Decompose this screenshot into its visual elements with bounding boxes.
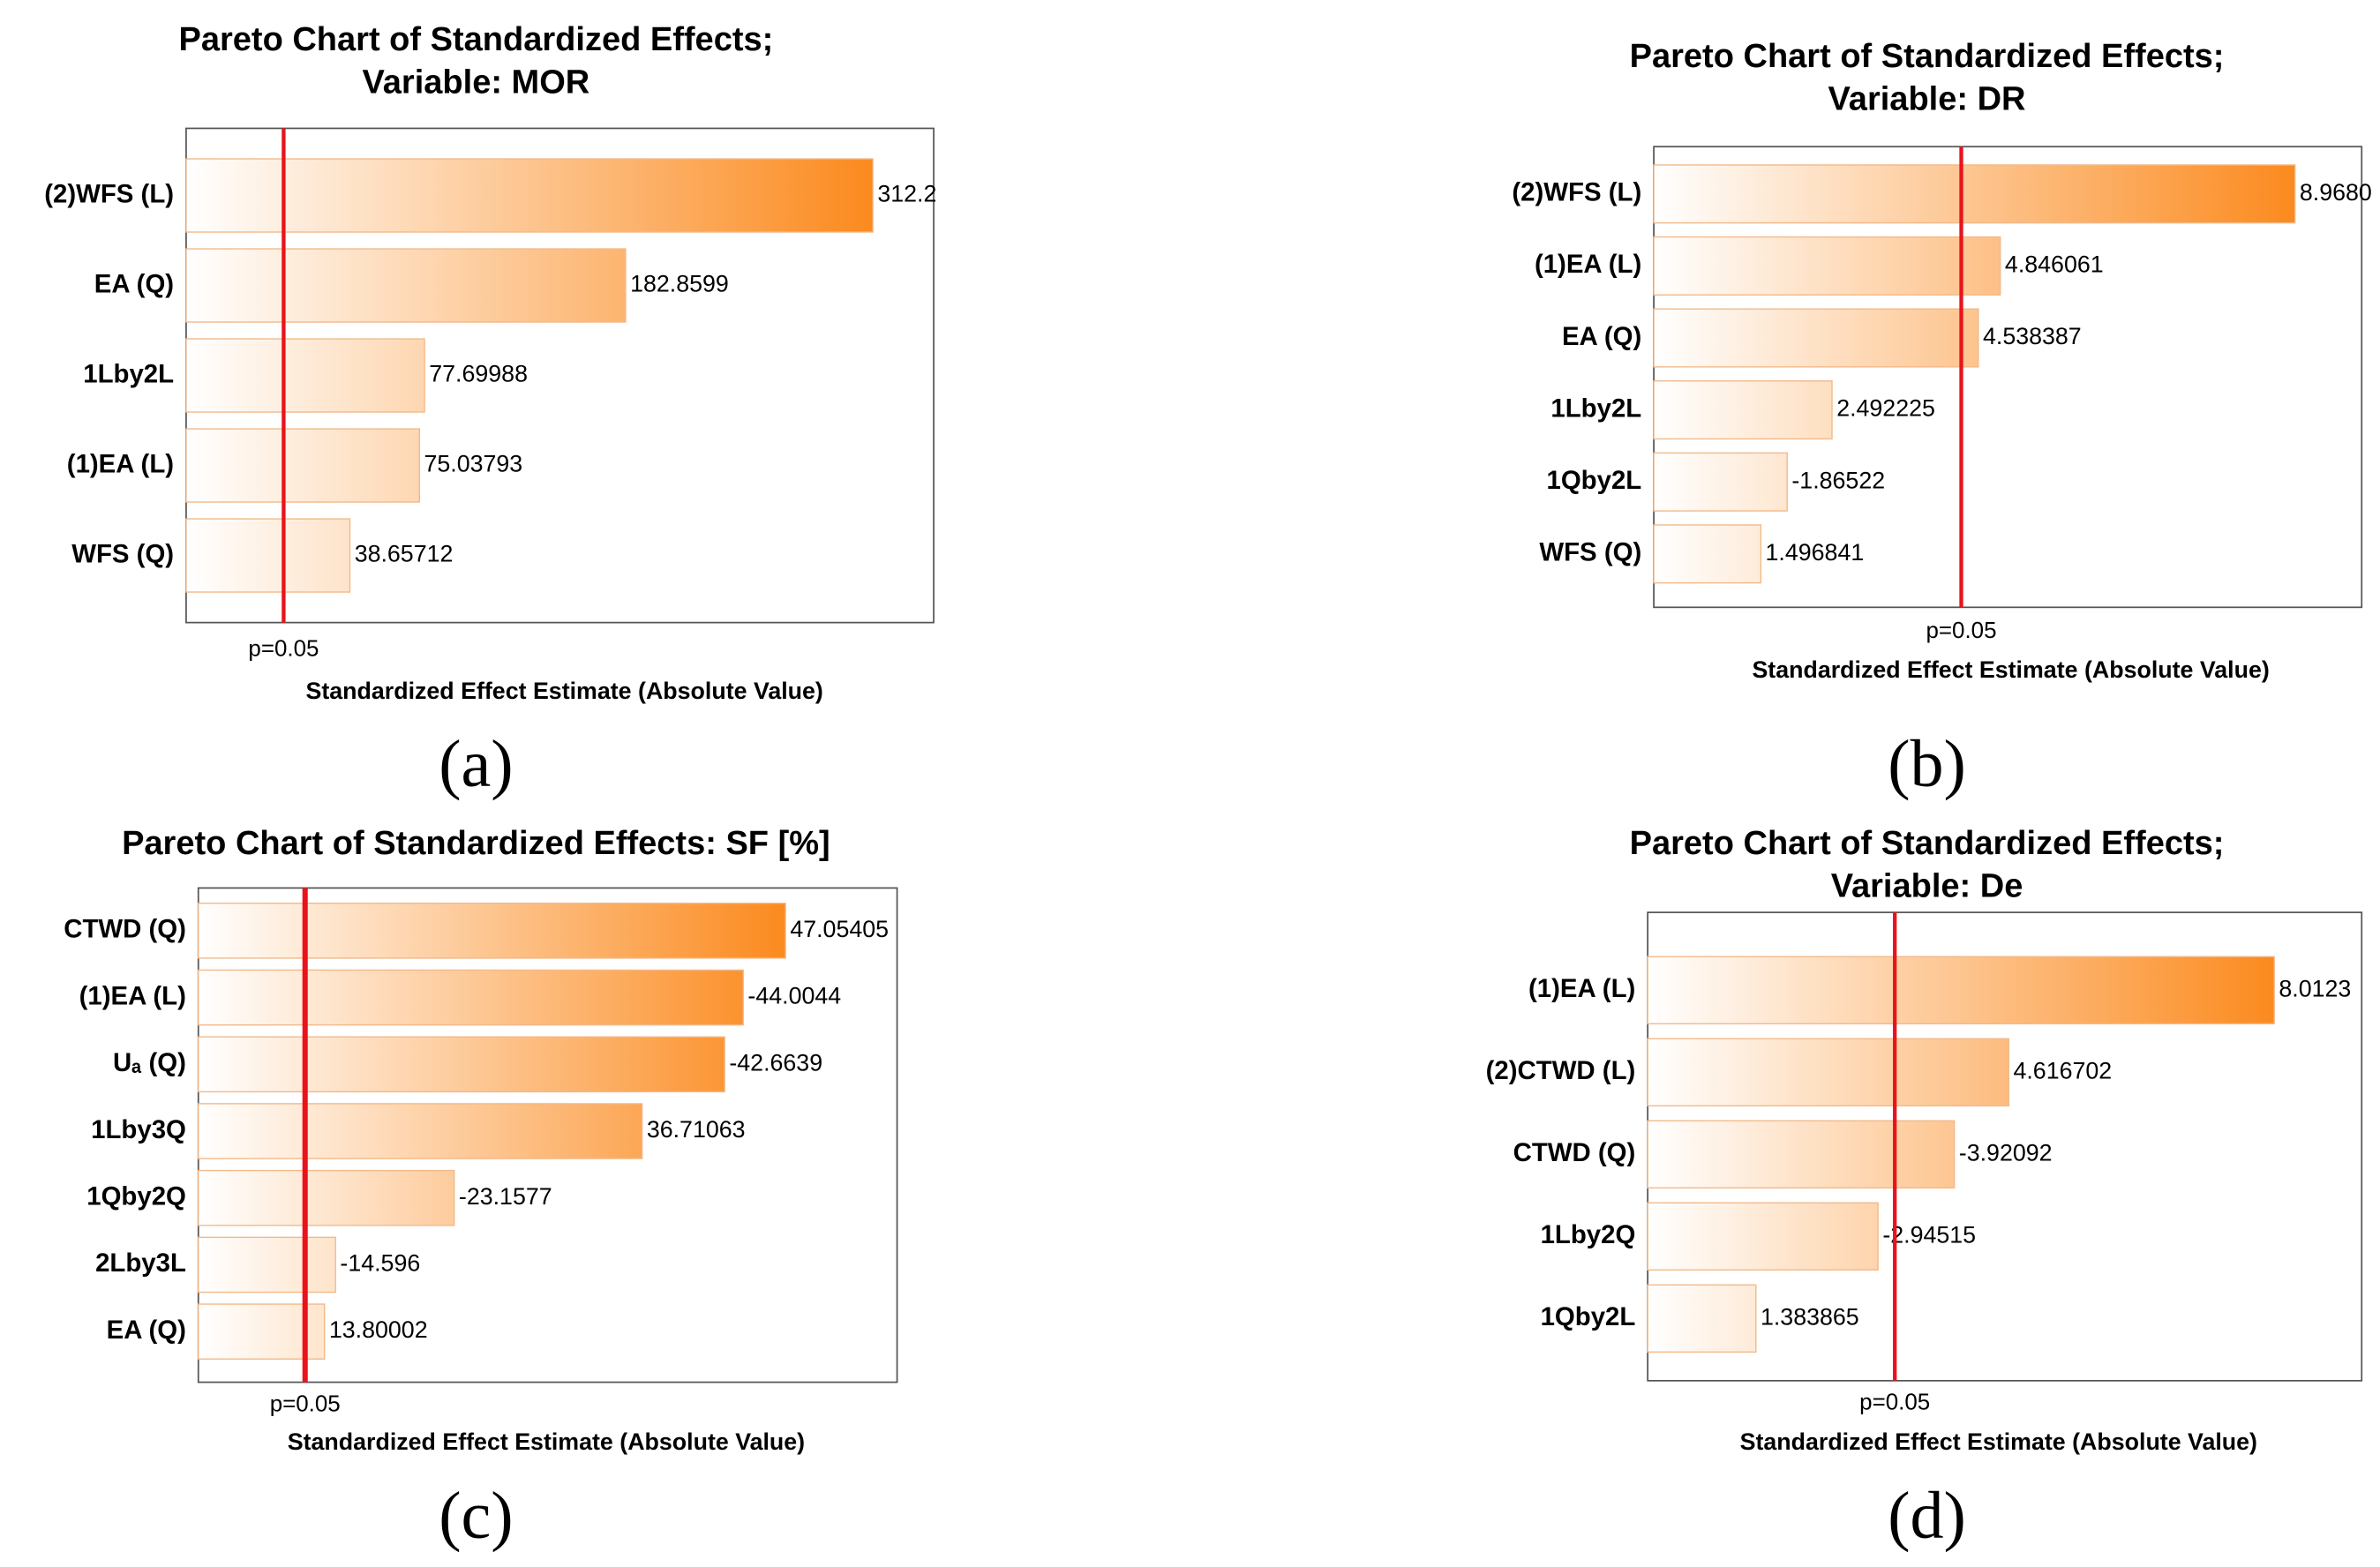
bar — [185, 428, 421, 503]
value-label: -2.94515 — [1882, 1221, 1976, 1248]
category-label: 1Qby2L — [1541, 1302, 1636, 1331]
value-label: 38.65712 — [355, 541, 454, 567]
category-label: (2)CTWD (L) — [1486, 1056, 1636, 1085]
category-label: (1)EA (L) — [79, 981, 186, 1010]
chart-title: Pareto Chart of Standardized Effects; — [1630, 825, 2225, 862]
category-label: Uₐ (Q) — [113, 1048, 186, 1077]
category-label: (1)EA (L) — [1528, 974, 1635, 1003]
value-label: 4.846061 — [2005, 251, 2104, 277]
bar — [185, 518, 351, 593]
panel-label: (b) — [1888, 727, 1966, 801]
category-label: WFS (Q) — [71, 539, 174, 568]
bar — [1653, 380, 1833, 440]
category-label: CTWD (Q) — [1513, 1138, 1636, 1167]
value-label: 1.383865 — [1761, 1303, 1859, 1330]
bar — [1653, 524, 1762, 584]
value-label: -42.6639 — [729, 1049, 822, 1076]
chart: Pareto Chart of Standardized Effects; Var… — [1486, 825, 2363, 1553]
chart-title: Variable: MOR — [363, 64, 590, 101]
panel-label: (d) — [1888, 1479, 1966, 1553]
reference-label: p=0.05 — [270, 1391, 341, 1416]
x-axis-label: Standardized Effect Estimate (Absolute V… — [1752, 656, 2269, 683]
bar — [1647, 1120, 1956, 1189]
x-axis-label: Standardized Effect Estimate (Absolute V… — [1740, 1428, 2257, 1455]
value-label: -14.596 — [340, 1250, 420, 1277]
chart: Pareto Chart of Standardized Effects: SF… — [64, 825, 898, 1553]
value-label: 4.538387 — [1983, 323, 2082, 349]
category-label: EA (Q) — [94, 269, 174, 298]
bar — [185, 248, 627, 323]
category-label: (2)WFS (L) — [44, 179, 174, 208]
bar — [1653, 164, 2296, 224]
category-label: 1Lby2L — [83, 359, 174, 388]
bar — [185, 338, 425, 413]
chart: Pareto Chart of Standardized Effects; Var… — [1512, 38, 2371, 801]
value-label: 47.05405 — [790, 916, 889, 942]
chart: Pareto Chart of Standardized Effects; Var… — [44, 21, 936, 801]
bar — [1647, 1284, 1757, 1353]
bar — [1653, 236, 2001, 296]
value-label: -23.1577 — [459, 1183, 552, 1210]
category-label: WFS (Q) — [1539, 538, 1641, 567]
x-axis-label: Standardized Effect Estimate (Absolute V… — [306, 678, 823, 704]
bar — [185, 158, 874, 233]
chart-title: Pareto Chart of Standardized Effects; — [178, 21, 773, 58]
bar — [1653, 308, 1979, 368]
category-label: 1Lby2L — [1550, 394, 1641, 423]
category-label: 1Qby2Q — [86, 1181, 186, 1211]
panel-label: (c) — [439, 1479, 513, 1553]
value-label: 77.69988 — [429, 361, 528, 387]
reference-label: p=0.05 — [1859, 1391, 1930, 1415]
category-label: 2Lby3L — [95, 1248, 186, 1278]
chart-title: Variable: DR — [1828, 80, 2026, 117]
chart-title: Variable: De — [1831, 867, 2023, 904]
bar — [1647, 1038, 2009, 1106]
category-label: 1Lby2Q — [1541, 1220, 1636, 1249]
value-label: -44.0044 — [747, 983, 841, 1009]
category-label: (1)EA (L) — [1535, 250, 1641, 279]
reference-label: p=0.05 — [1926, 619, 1996, 643]
value-label: 182.8599 — [630, 271, 729, 297]
bar — [198, 1169, 455, 1226]
category-label: (2)WFS (L) — [1512, 178, 1641, 207]
bar — [198, 1103, 643, 1159]
category-label: EA (Q) — [107, 1316, 186, 1345]
value-label: 2.492225 — [1836, 395, 1935, 422]
bar — [198, 903, 786, 959]
reference-label: p=0.05 — [248, 637, 319, 662]
category-label: 1Qby2L — [1546, 466, 1641, 495]
chart-title: Pareto Chart of Standardized Effects: SF… — [122, 825, 830, 862]
value-label: 312.2 — [877, 181, 936, 207]
bar — [198, 1036, 725, 1093]
value-label: 8.9680 — [2300, 179, 2372, 206]
chart-title: Pareto Chart of Standardized Effects; — [1630, 38, 2225, 75]
value-label: 13.80002 — [329, 1316, 428, 1343]
x-axis-label: Standardized Effect Estimate (Absolute V… — [288, 1428, 805, 1455]
bar — [1647, 1202, 1879, 1271]
category-label: (1)EA (L) — [67, 449, 174, 478]
value-label: 36.71063 — [647, 1116, 746, 1143]
category-label: EA (Q) — [1562, 322, 1641, 351]
bar — [1647, 956, 2275, 1024]
value-label: -1.86522 — [1791, 467, 1885, 493]
value-label: 8.0123 — [2279, 975, 2351, 1001]
bar — [198, 1236, 336, 1293]
category-label: 1Lby3Q — [91, 1115, 186, 1144]
value-label: 75.03793 — [424, 451, 523, 477]
bar — [1653, 452, 1788, 512]
value-label: -3.92092 — [1959, 1139, 2053, 1166]
bar — [198, 969, 744, 1026]
value-label: 1.496841 — [1766, 539, 1865, 566]
value-label: 4.616702 — [2013, 1057, 2112, 1083]
category-label: CTWD (Q) — [64, 915, 186, 944]
panel-label: (a) — [439, 727, 513, 801]
